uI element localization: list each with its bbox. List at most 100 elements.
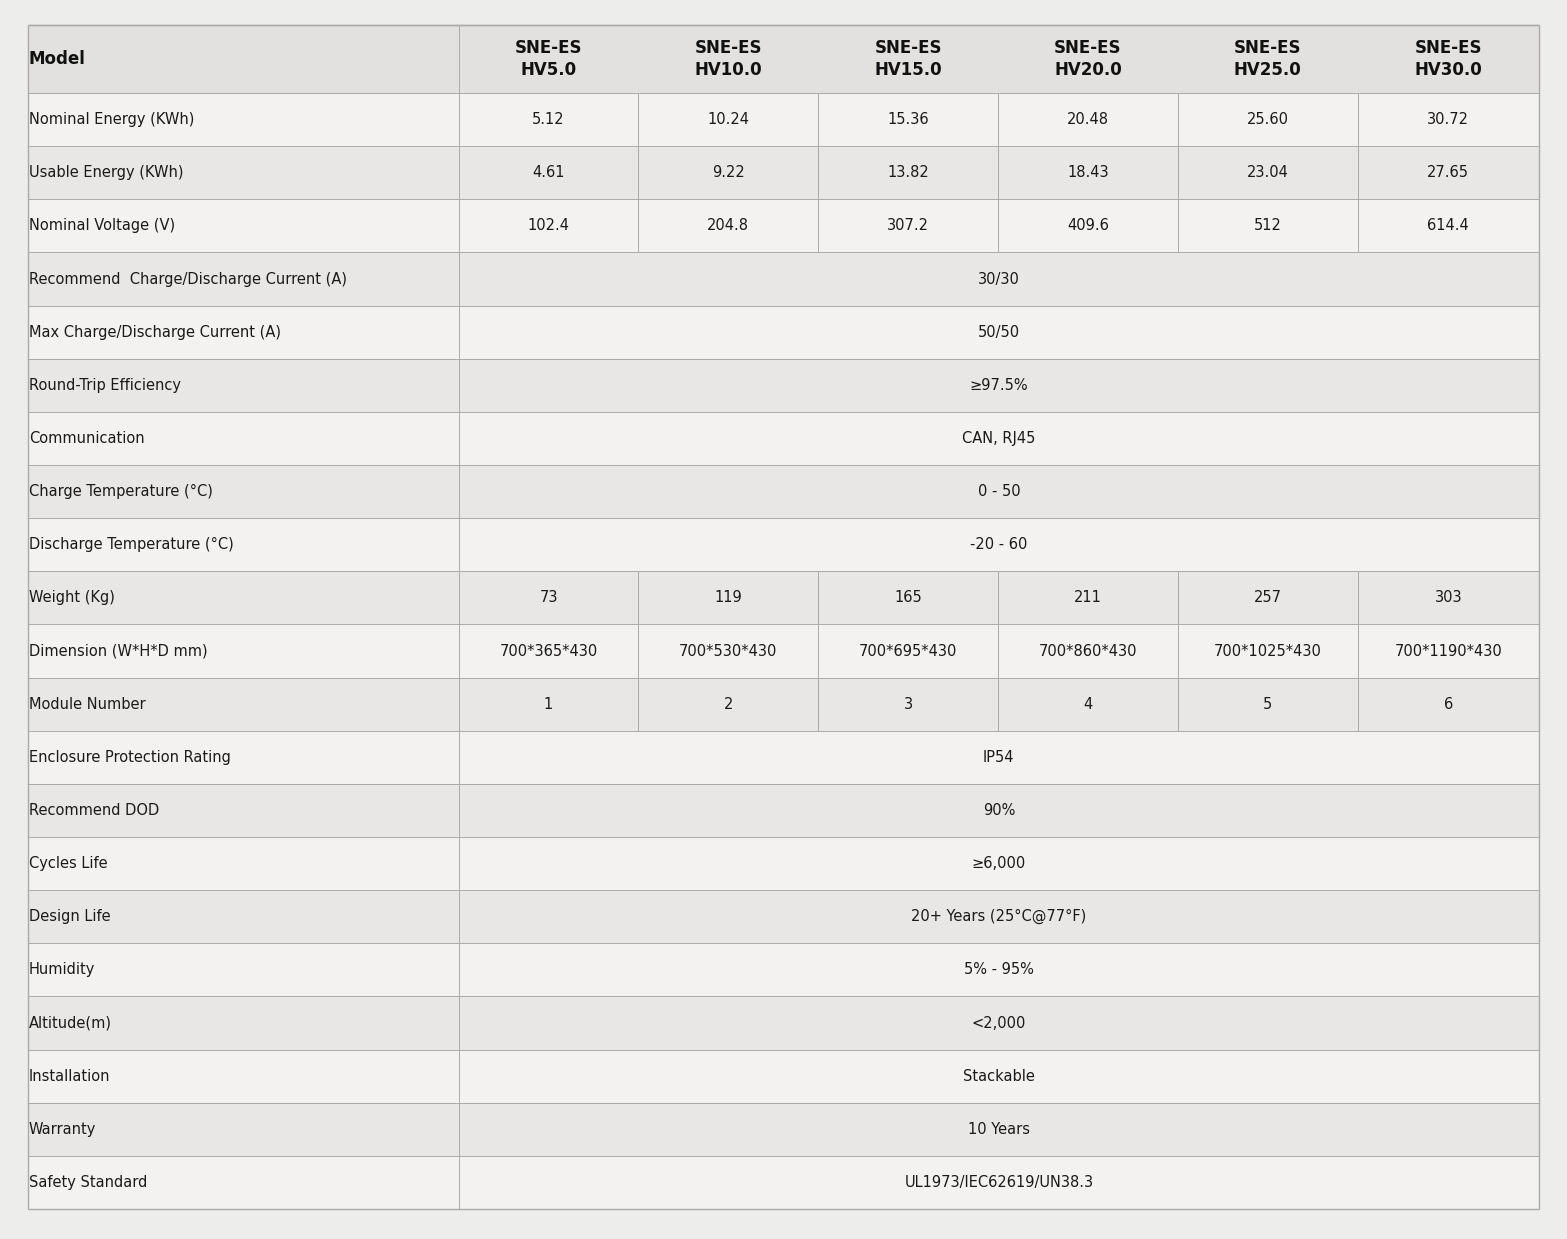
Text: 700*1025*430: 700*1025*430 bbox=[1214, 643, 1321, 658]
Text: Round-Trip Efficiency: Round-Trip Efficiency bbox=[30, 378, 182, 393]
Text: 10 Years: 10 Years bbox=[968, 1121, 1030, 1137]
Text: Stackable: Stackable bbox=[962, 1069, 1034, 1084]
Bar bbox=[28, 93, 1539, 146]
Text: 700*365*430: 700*365*430 bbox=[500, 643, 597, 658]
Text: Cycles Life: Cycles Life bbox=[30, 856, 108, 871]
Bar bbox=[28, 1103, 1539, 1156]
Text: 27.65: 27.65 bbox=[1428, 165, 1470, 180]
Text: 73: 73 bbox=[539, 590, 558, 606]
Text: Warranty: Warranty bbox=[30, 1121, 97, 1137]
Text: HV10.0: HV10.0 bbox=[694, 61, 762, 78]
Text: 409.6: 409.6 bbox=[1067, 218, 1109, 233]
Text: -20 - 60: -20 - 60 bbox=[970, 538, 1028, 553]
Text: 5: 5 bbox=[1263, 696, 1272, 711]
Text: IP54: IP54 bbox=[983, 750, 1014, 764]
Text: SNE-ES: SNE-ES bbox=[516, 40, 583, 57]
Text: 307.2: 307.2 bbox=[887, 218, 929, 233]
Text: <2,000: <2,000 bbox=[972, 1016, 1026, 1031]
Bar bbox=[28, 624, 1539, 678]
Text: ≥97.5%: ≥97.5% bbox=[970, 378, 1028, 393]
Text: Charge Temperature (°C): Charge Temperature (°C) bbox=[30, 484, 213, 499]
Bar bbox=[28, 25, 1539, 93]
Text: 9.22: 9.22 bbox=[711, 165, 744, 180]
Text: Enclosure Protection Rating: Enclosure Protection Rating bbox=[30, 750, 230, 764]
Bar bbox=[28, 678, 1539, 731]
Text: 30/30: 30/30 bbox=[978, 271, 1020, 286]
Bar bbox=[28, 253, 1539, 306]
Text: 102.4: 102.4 bbox=[528, 218, 569, 233]
Text: Module Number: Module Number bbox=[30, 696, 146, 711]
Bar bbox=[28, 465, 1539, 518]
Text: HV25.0: HV25.0 bbox=[1233, 61, 1302, 78]
Text: 165: 165 bbox=[895, 590, 921, 606]
Text: 4: 4 bbox=[1083, 696, 1092, 711]
Text: Altitude(m): Altitude(m) bbox=[30, 1016, 111, 1031]
Bar bbox=[28, 359, 1539, 411]
Text: Installation: Installation bbox=[30, 1069, 111, 1084]
Text: Communication: Communication bbox=[30, 431, 144, 446]
Text: 512: 512 bbox=[1254, 218, 1282, 233]
Text: 119: 119 bbox=[715, 590, 743, 606]
Bar bbox=[28, 1049, 1539, 1103]
Text: 6: 6 bbox=[1443, 696, 1453, 711]
Text: 0 - 50: 0 - 50 bbox=[978, 484, 1020, 499]
Bar bbox=[28, 784, 1539, 838]
Text: 700*1190*430: 700*1190*430 bbox=[1395, 643, 1503, 658]
Text: Nominal Voltage (V): Nominal Voltage (V) bbox=[30, 218, 176, 233]
Text: Safety Standard: Safety Standard bbox=[30, 1175, 147, 1189]
Text: 211: 211 bbox=[1073, 590, 1102, 606]
Text: Discharge Temperature (°C): Discharge Temperature (°C) bbox=[30, 538, 233, 553]
Text: SNE-ES: SNE-ES bbox=[1415, 40, 1482, 57]
Text: 50/50: 50/50 bbox=[978, 325, 1020, 339]
Text: Model: Model bbox=[30, 50, 86, 68]
Text: 23.04: 23.04 bbox=[1247, 165, 1288, 180]
Bar bbox=[28, 838, 1539, 890]
Bar bbox=[28, 571, 1539, 624]
Bar bbox=[28, 996, 1539, 1049]
Bar bbox=[28, 890, 1539, 943]
Text: HV15.0: HV15.0 bbox=[874, 61, 942, 78]
Text: Recommend  Charge/Discharge Current (A): Recommend Charge/Discharge Current (A) bbox=[30, 271, 346, 286]
Text: SNE-ES: SNE-ES bbox=[1235, 40, 1302, 57]
Text: SNE-ES: SNE-ES bbox=[1055, 40, 1122, 57]
Text: Nominal Energy (KWh): Nominal Energy (KWh) bbox=[30, 112, 194, 128]
Text: 700*695*430: 700*695*430 bbox=[859, 643, 957, 658]
Text: 13.82: 13.82 bbox=[887, 165, 929, 180]
Bar bbox=[28, 146, 1539, 199]
Text: 700*860*430: 700*860*430 bbox=[1039, 643, 1138, 658]
Text: 303: 303 bbox=[1434, 590, 1462, 606]
Text: Dimension (W*H*D mm): Dimension (W*H*D mm) bbox=[30, 643, 207, 658]
Text: HV30.0: HV30.0 bbox=[1415, 61, 1482, 78]
Text: 10.24: 10.24 bbox=[707, 112, 749, 128]
Bar bbox=[28, 411, 1539, 465]
Text: UL1973/IEC62619/UN38.3: UL1973/IEC62619/UN38.3 bbox=[904, 1175, 1094, 1189]
Text: Usable Energy (KWh): Usable Energy (KWh) bbox=[30, 165, 183, 180]
Text: 25.60: 25.60 bbox=[1247, 112, 1288, 128]
Text: 15.36: 15.36 bbox=[887, 112, 929, 128]
Text: 614.4: 614.4 bbox=[1428, 218, 1470, 233]
Text: 700*530*430: 700*530*430 bbox=[679, 643, 777, 658]
Text: 2: 2 bbox=[724, 696, 733, 711]
Bar bbox=[28, 306, 1539, 359]
Text: 20.48: 20.48 bbox=[1067, 112, 1109, 128]
Text: 30.72: 30.72 bbox=[1428, 112, 1470, 128]
Text: HV20.0: HV20.0 bbox=[1055, 61, 1122, 78]
Text: 204.8: 204.8 bbox=[707, 218, 749, 233]
Text: SNE-ES: SNE-ES bbox=[694, 40, 762, 57]
Text: 5% - 95%: 5% - 95% bbox=[964, 963, 1034, 978]
Bar bbox=[28, 199, 1539, 253]
Bar bbox=[28, 943, 1539, 996]
Text: ≥6,000: ≥6,000 bbox=[972, 856, 1026, 871]
Bar bbox=[28, 518, 1539, 571]
Text: Design Life: Design Life bbox=[30, 909, 111, 924]
Text: 3: 3 bbox=[904, 696, 912, 711]
Text: Max Charge/Discharge Current (A): Max Charge/Discharge Current (A) bbox=[30, 325, 280, 339]
Text: Weight (Kg): Weight (Kg) bbox=[30, 590, 114, 606]
Text: HV5.0: HV5.0 bbox=[520, 61, 577, 78]
Text: 90%: 90% bbox=[983, 803, 1015, 818]
Text: 1: 1 bbox=[544, 696, 553, 711]
Bar bbox=[28, 1156, 1539, 1209]
Text: 4.61: 4.61 bbox=[533, 165, 564, 180]
Text: 5.12: 5.12 bbox=[533, 112, 564, 128]
Text: Humidity: Humidity bbox=[30, 963, 96, 978]
